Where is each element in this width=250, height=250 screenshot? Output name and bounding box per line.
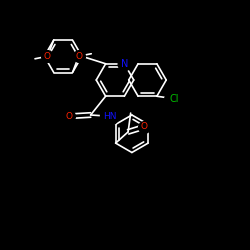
Text: O: O [66, 112, 73, 121]
Text: O: O [75, 52, 82, 61]
Text: O: O [44, 52, 51, 61]
Text: O: O [141, 122, 148, 131]
Text: N: N [121, 59, 128, 69]
Text: HN: HN [103, 112, 116, 121]
Text: Cl: Cl [170, 94, 179, 104]
